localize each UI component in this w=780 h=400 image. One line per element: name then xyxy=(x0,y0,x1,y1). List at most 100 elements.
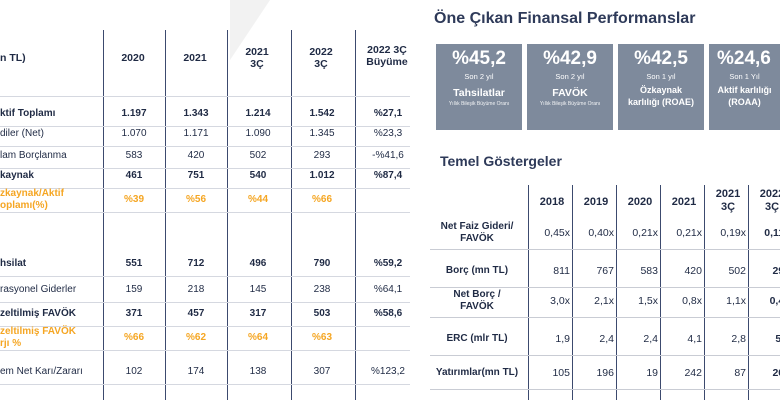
highlight-card-ebitda: %42,9 Son 2 yıl FAVÖK Yıllık Bileşik Büy… xyxy=(527,44,613,130)
table-cell: 174 xyxy=(187,366,205,377)
table-cell: 1.197 xyxy=(121,108,147,119)
table-cell: 420 xyxy=(187,150,205,161)
table-cell: 218 xyxy=(187,284,205,295)
card-period: Son 1 Yıl xyxy=(729,72,760,81)
kpi-cell: 811 xyxy=(553,265,570,277)
table-row: rasyonel Giderler 159 218 145 238 %64,1 xyxy=(0,284,420,304)
kpi-cell: 242 xyxy=(684,367,702,379)
table-cell: 317 xyxy=(249,308,267,319)
kpi-cell: 583 xyxy=(640,265,658,277)
kpi-cell: 1,1x xyxy=(726,295,746,307)
kpi-col-header: 2018 xyxy=(539,196,565,208)
highlight-card-collections: %45,2 Son 2 yıl Tahsilatlar Yıllık Bileş… xyxy=(436,44,522,130)
table-row: hsilat 551 712 496 790 %59,2 xyxy=(0,258,420,278)
card-name: FAVÖK xyxy=(552,87,588,99)
col-header-2021: 2021 xyxy=(183,52,207,64)
table-cell: 457 xyxy=(187,308,205,319)
card-value: %42,5 xyxy=(634,48,688,69)
table-cell: 159 xyxy=(125,284,143,295)
table-cell: 712 xyxy=(187,258,205,269)
row-label: diler (Net) xyxy=(0,128,44,139)
row-divider xyxy=(0,188,410,189)
row-divider xyxy=(430,355,780,356)
column-divider xyxy=(528,185,529,400)
kpi-cell: 204 xyxy=(772,367,780,379)
table-cell: 138 xyxy=(249,366,267,377)
kpi-cell: 2,4 xyxy=(643,333,658,345)
table-cell: %39 xyxy=(123,194,144,205)
table-row: zkaynak/Aktif oplamı(%) %39 %56 %44 %66 xyxy=(0,188,420,214)
financial-table: n TL) 2020 2021 2021 3Ç 2022 3Ç 2022 3Ç … xyxy=(0,30,420,400)
kpi-cell: 3,0x xyxy=(550,295,570,307)
table-cell: -%41,6 xyxy=(372,150,404,161)
row-divider xyxy=(0,146,410,147)
col-header-growth: 2022 3Ç Büyüme xyxy=(366,44,408,68)
row-label: ktif Toplamı xyxy=(0,108,56,119)
kpi-cell: 0,45x xyxy=(544,227,570,239)
column-divider xyxy=(227,30,228,400)
table-row: em Net Karı/Zararı 102 174 138 307 %123,2 xyxy=(0,366,420,386)
kpi-cell: 105 xyxy=(552,367,570,379)
table-cell: 461 xyxy=(125,170,143,181)
table-cell: %64,1 xyxy=(373,284,403,295)
table-cell: 145 xyxy=(249,284,267,295)
table-cell: %59,2 xyxy=(373,258,403,269)
kpi-title: Temel Göstergeler xyxy=(440,153,562,169)
kpi-cell: 0,4x xyxy=(769,295,780,307)
table-row: zeltilmiş FAVÖK rjı % %66 %62 %64 %63 xyxy=(0,326,420,352)
table-row: lam Borçlanma 583 420 502 293 -%41,6 xyxy=(0,150,420,170)
table-cell: %27,1 xyxy=(373,108,403,119)
table-cell: 502 xyxy=(249,150,267,161)
kpi-cell: 0,19x xyxy=(720,227,746,239)
table-row: zeltilmiş FAVÖK 371 457 317 503 %58,6 xyxy=(0,308,420,328)
kpi-cell: 767 xyxy=(596,265,614,277)
table-cell: %66 xyxy=(311,194,332,205)
kpi-table: 2018 2019 2020 2021 2021 3Ç 2022 3Ç Net Faiz G… xyxy=(430,185,780,400)
table-cell: %123,2 xyxy=(371,366,405,377)
row-divider xyxy=(0,168,410,169)
table-cell: 540 xyxy=(249,170,267,181)
kpi-row-label: Yatırımlar(mn TL) xyxy=(435,367,519,378)
table-cell: 238 xyxy=(313,284,331,295)
row-label: em Net Karı/Zararı xyxy=(0,366,83,377)
card-name: Özkaynak karlılığı (ROAE) xyxy=(627,85,694,107)
table-cell: %66 xyxy=(123,332,144,343)
kpi-cell: 5,8 xyxy=(775,333,780,345)
header-divider xyxy=(0,96,410,97)
kpi-row-label: Net Borç / FAVÖK xyxy=(453,289,501,312)
kpi-cell: 2,8 xyxy=(731,333,746,345)
row-divider xyxy=(430,249,780,250)
kpi-col-header: 2022 3Ç xyxy=(759,188,780,213)
table-cell: 1.542 xyxy=(309,108,335,119)
card-note: Yıllık Bileşik Büyüme Oranı xyxy=(539,101,601,107)
table-cell: %58,6 xyxy=(373,308,403,319)
table-cell: 583 xyxy=(125,150,143,161)
highlight-card-roae: %42,5 Son 1 yıl Özkaynak karlılığı (ROAE… xyxy=(618,44,704,130)
table-cell: 1.070 xyxy=(121,128,147,139)
column-divider xyxy=(660,185,661,400)
table-cell: 1.214 xyxy=(245,108,271,119)
card-value: %24,6 xyxy=(717,48,771,69)
kpi-cell: 4,1 xyxy=(687,333,702,345)
row-divider xyxy=(0,326,410,327)
row-divider xyxy=(0,126,410,127)
card-value: %42,9 xyxy=(543,48,597,69)
kpi-cell: 2,4 xyxy=(599,333,614,345)
kpi-cell: 1,9 xyxy=(555,333,570,345)
kpi-cell: 420 xyxy=(684,265,702,277)
card-note: Yıllık Bileşik Büyüme Oranı xyxy=(448,101,510,107)
kpi-cell: 2,1x xyxy=(594,295,614,307)
kpi-cell: 87 xyxy=(734,367,746,379)
row-divider xyxy=(0,276,410,277)
row-divider xyxy=(430,317,780,318)
card-period: Son 2 yıl xyxy=(555,72,585,81)
row-divider xyxy=(0,302,410,303)
kpi-row-label: Borç (mn TL) xyxy=(445,265,509,276)
highlights-title: Öne Çıkan Finansal Performanslar xyxy=(434,10,696,27)
card-period: Son 1 yıl xyxy=(646,72,676,81)
table-cell: 1.345 xyxy=(309,128,335,139)
table-row: kaynak 461 751 540 1.012 %87,4 xyxy=(0,170,420,190)
kpi-col-header: 2019 xyxy=(583,196,609,208)
kpi-col-header: 2021 xyxy=(671,196,697,208)
table-cell: 293 xyxy=(313,150,331,161)
